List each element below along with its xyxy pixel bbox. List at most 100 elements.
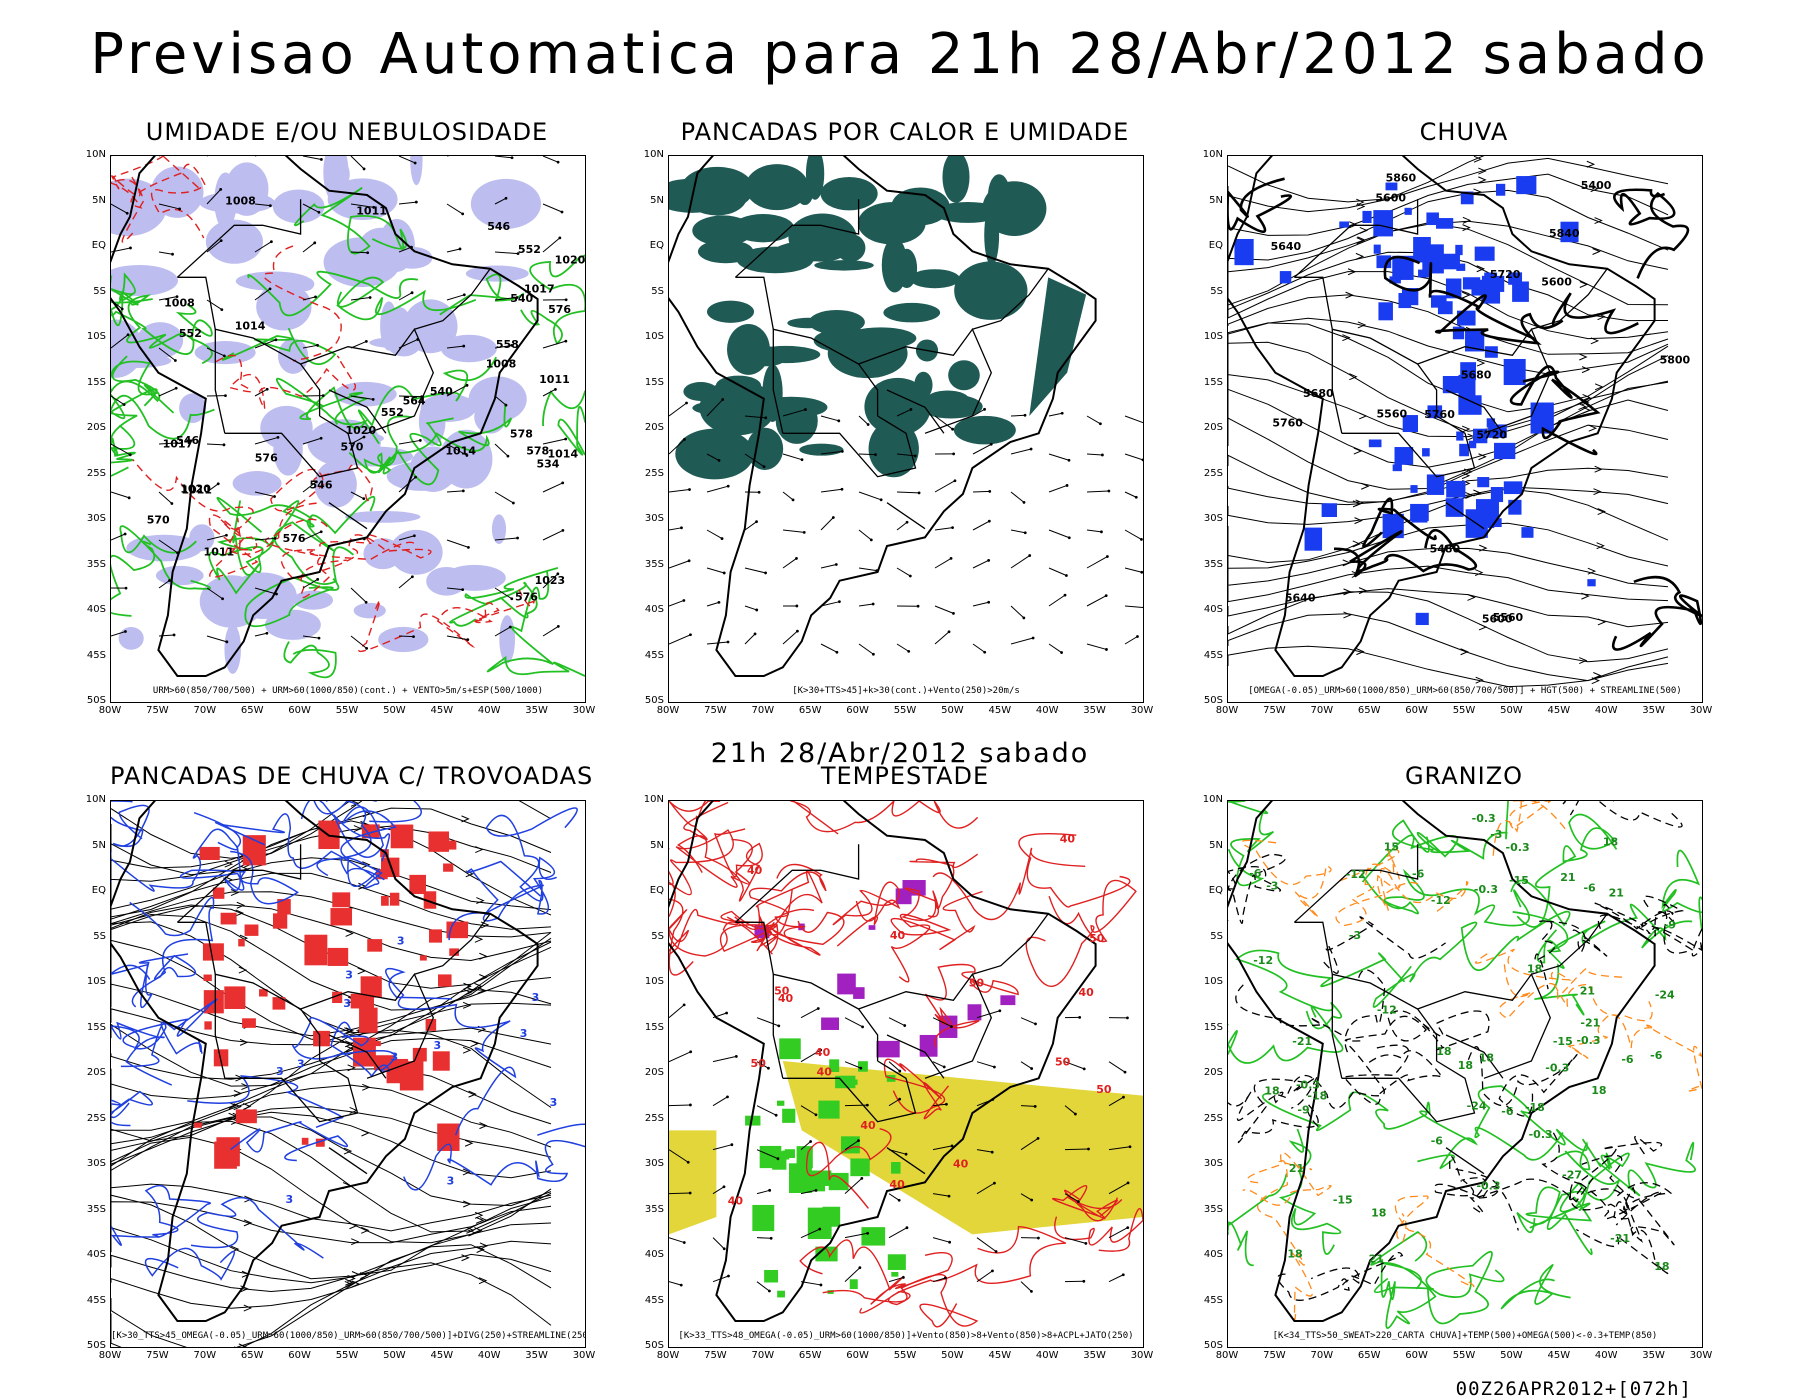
temp500-contour	[1373, 1250, 1505, 1325]
jet-vector	[858, 415, 869, 425]
streamline-arrow	[479, 952, 488, 960]
vector-head	[124, 630, 127, 633]
humidity-contour	[276, 377, 371, 430]
streamline	[111, 1106, 552, 1158]
wind-850-area	[850, 1158, 870, 1177]
vector-head	[816, 1007, 820, 1010]
vector-head	[720, 537, 724, 540]
wind-vector	[350, 156, 365, 170]
country-border	[734, 199, 860, 278]
divergence-label: 3	[532, 991, 540, 1004]
country-border	[1293, 844, 1419, 923]
divergence-label: 3	[285, 1193, 293, 1206]
height-label: 5680	[1461, 369, 1492, 382]
vector-head	[220, 308, 224, 311]
k-index-label: 50	[774, 984, 790, 997]
wind-850-area	[789, 1163, 812, 1193]
vector-head	[913, 454, 917, 458]
vector-head	[1036, 1137, 1040, 1140]
rain-cell	[1373, 210, 1394, 237]
panel-title: GRANIZO	[1404, 762, 1524, 790]
low-level-jet-area	[782, 1061, 1143, 1235]
streamline	[1228, 156, 1485, 203]
vector-head	[1087, 1147, 1090, 1151]
rain-cell	[1427, 405, 1443, 419]
wind-850-area	[849, 1279, 858, 1290]
rain-cell	[1362, 210, 1372, 224]
wind-vector	[1020, 1017, 1036, 1025]
wind-vector	[446, 587, 463, 591]
vector-head	[461, 588, 465, 592]
streamline-arrow	[1357, 321, 1367, 329]
vector-head	[1037, 1236, 1040, 1240]
rain-cell	[1472, 428, 1488, 444]
rain-cell	[1488, 424, 1507, 438]
vector-head	[734, 1055, 738, 1058]
wind-850-area	[822, 1206, 841, 1227]
convection-shade	[732, 214, 795, 243]
streamline-arrow	[243, 1304, 253, 1312]
convection-shade	[954, 261, 1028, 320]
vector-head	[947, 1194, 951, 1198]
k-index-contour	[901, 853, 979, 921]
contour-label: 578	[526, 444, 549, 457]
vector-head	[916, 604, 920, 608]
thunderstorm-cell	[367, 939, 383, 952]
streamline	[111, 1253, 552, 1309]
streamline	[1228, 522, 1669, 569]
vector-head	[120, 307, 124, 311]
jet-vector	[744, 415, 766, 419]
humidity-shade	[232, 471, 282, 496]
longitude-tick: 55W	[1452, 705, 1476, 716]
vector-head	[819, 1283, 823, 1287]
temperature-label: 18	[1264, 1084, 1279, 1097]
humidity-contour	[486, 570, 585, 677]
vector-head	[767, 1289, 771, 1293]
vector-head	[1022, 616, 1026, 620]
rain-cell	[1279, 271, 1292, 284]
vector-head	[762, 465, 766, 469]
rain-cell	[1385, 182, 1398, 191]
streamline-arrow	[1594, 465, 1603, 473]
thunderstorm-cell	[301, 1137, 309, 1145]
coastline	[111, 801, 539, 1322]
wind-vector	[302, 531, 322, 541]
vector-head	[753, 632, 757, 636]
vector-head	[560, 210, 564, 214]
divergence-label: 3	[550, 1096, 558, 1109]
k-index-contour	[789, 801, 979, 835]
thunderstorm-cell	[220, 912, 237, 925]
vector-head	[1123, 1070, 1127, 1074]
streamline	[111, 939, 552, 1044]
k-index-contour	[1025, 879, 1137, 987]
vector-head	[274, 338, 278, 342]
jet-vector	[669, 560, 690, 569]
streamline-arrow	[1579, 657, 1588, 665]
jet-vector	[1124, 453, 1143, 461]
streamline-arrow	[1358, 412, 1368, 420]
wind-vector	[158, 347, 176, 361]
vector-head	[216, 482, 220, 486]
streamline-arrow	[244, 1195, 253, 1203]
height-label: 5800	[1660, 354, 1691, 367]
divergence-contour	[187, 1075, 344, 1129]
country-border	[328, 1034, 387, 1079]
streamline-arrow	[462, 1046, 472, 1054]
latitude-tick: 35S	[1203, 558, 1223, 570]
streamline-arrow	[468, 1090, 477, 1098]
vector-head	[175, 295, 179, 298]
wind-vector	[158, 296, 178, 301]
streamline-arrow	[478, 1277, 488, 1285]
vector-head	[556, 572, 560, 576]
vector-head	[682, 1003, 686, 1007]
vector-head	[795, 557, 798, 560]
temp500-contour	[1581, 1138, 1697, 1197]
vector-head	[909, 408, 913, 411]
jet-vector	[1048, 567, 1067, 576]
divergence-contour	[333, 806, 390, 862]
convection-shade	[808, 309, 865, 335]
wind-vector	[494, 537, 518, 541]
wind-vector	[302, 481, 317, 493]
country-border	[177, 276, 321, 416]
coastline	[1228, 801, 1656, 1322]
